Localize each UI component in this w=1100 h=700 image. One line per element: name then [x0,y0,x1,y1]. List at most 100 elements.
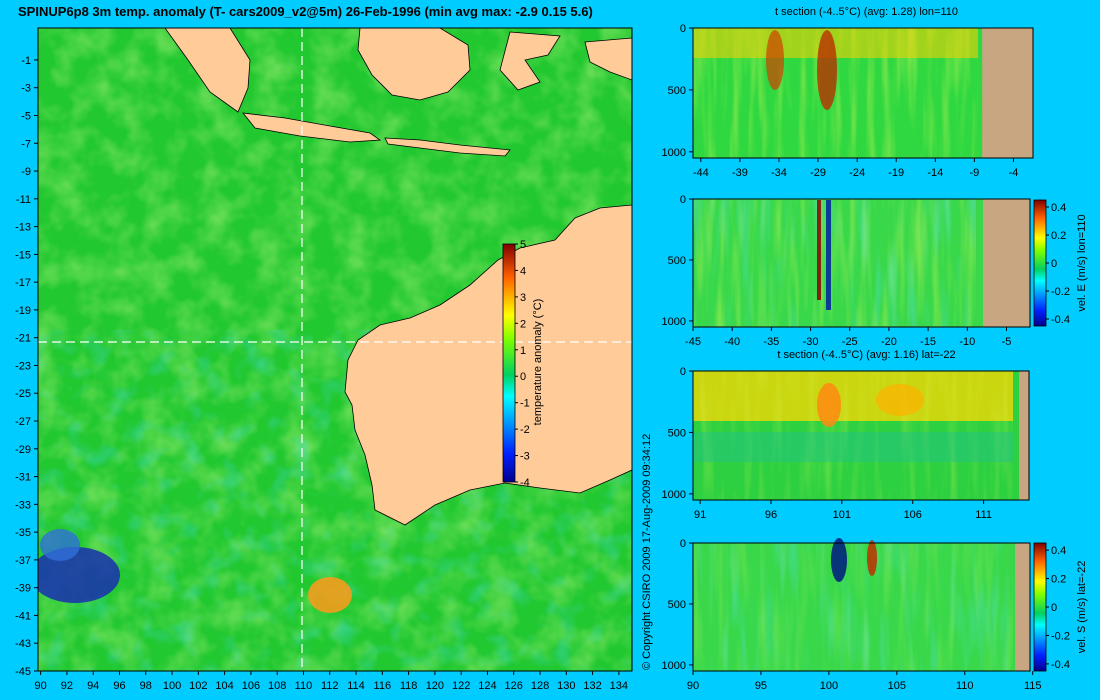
x-tick-label: 100 [163,680,181,692]
y-tick-label: -5 [21,110,31,122]
map-warm-anomaly [308,577,352,613]
y-tick-label: 1000 [662,147,686,159]
map-colorbar-label: temperature anomaly (°C) [532,299,544,426]
map-cold-anomaly-2 [40,529,80,561]
y-tick-label: 0 [680,366,686,378]
section3-frame [692,370,1030,501]
colorbar-tick-label: 0 [1051,602,1057,614]
x-tick-label: -4 [1009,167,1019,179]
section3-warm-core [817,383,841,427]
x-tick-label: 118 [400,680,418,692]
colorbar-tick-label: 3 [520,292,526,304]
colorbar-tick-label: 0.2 [1051,574,1066,586]
x-tick-label: 90 [35,680,47,692]
section2-colorbar-label: vel. E (m/s) lon=110 [1076,214,1088,311]
x-tick-label: -35 [763,336,779,348]
map-colorbar-ticks: 5 4 3 2 1 0 -1 -2 -3 -4 [515,239,530,489]
section4-y-axis: 0 500 1000 [662,538,693,672]
y-tick-label: 500 [668,427,686,439]
y-tick-label: -37 [15,555,31,567]
x-tick-label: 100 [820,680,838,692]
y-tick-label: -13 [15,222,31,234]
y-tick-label: -39 [15,583,31,595]
section4-x-axis: 90 95 100 105 110 115 [687,671,1041,692]
section4-land [1015,543,1030,671]
colorbar-tick-label: -0.4 [1051,659,1070,671]
y-tick-label: -1 [21,55,31,67]
x-tick-label: 95 [755,680,767,692]
land-borneo [357,28,471,101]
section2-x-axis: -45 -40 -35 -30 -25 -20 -15 -10 -5 [685,327,1011,348]
section3-land [1019,371,1029,500]
x-tick-label: -24 [849,167,865,179]
x-tick-label: -40 [724,336,740,348]
section1-warm-core [817,30,837,110]
colorbar-tick-label: -0.2 [1051,286,1070,298]
section4-panel: 90 95 100 105 110 115 0 500 1000 0.4 0.2 0 -0.2 -0.… [662,538,1088,692]
x-tick-label: -15 [920,336,936,348]
x-tick-label: 105 [888,680,906,692]
colorbar-tick-label: 5 [520,239,526,251]
x-tick-label: 98 [140,680,152,692]
x-tick-label: -5 [1002,336,1012,348]
colorbar-tick-label: 1 [520,345,526,357]
x-tick-label: -14 [927,167,943,179]
x-tick-label: -39 [732,167,748,179]
y-tick-label: -43 [15,638,31,650]
x-tick-label: -19 [888,167,904,179]
y-tick-label: 1000 [662,660,686,672]
x-tick-label: -44 [693,167,709,179]
section3-x-axis: 91 96 101 106 111 [694,500,992,521]
section3-warm-core-2 [876,384,924,416]
y-tick-label: 1000 [662,316,686,328]
map-panel: 90 92 94 96 98 100 102 104 106 108 110 112 114 116 118… [15,27,633,692]
x-tick-label: 124 [478,680,496,692]
section4-colorbar [1033,542,1047,672]
colorbar-tick-label: -1 [520,398,530,410]
x-tick-label: 94 [87,680,99,692]
section4-frame [692,542,1031,672]
section2-streaks-2 [693,199,976,327]
y-tick-label: -23 [15,360,31,372]
x-tick-label: 110 [956,680,974,692]
x-tick-label: 110 [295,680,313,692]
land-java [242,112,382,143]
y-tick-label: -15 [15,249,31,261]
map-x-axis: 90 92 94 96 98 100 102 104 106 108 110 112 114 116 118… [35,671,628,692]
x-tick-label: -9 [969,167,979,179]
y-tick-label: 0 [680,23,686,35]
land-sulawesi [499,31,561,91]
land-lesser-sunda [384,137,511,157]
section1-panel: -44 -39 -34 -29 -24 -19 -14 -9 -4 0 500 1000 [662,23,1034,179]
section2-frame [692,198,1031,328]
chart-title: SPINUP6p8 3m temp. anomaly (T- cars2009_… [18,4,593,19]
colorbar-tick-label: 2 [520,318,526,330]
y-tick-label: -33 [15,499,31,511]
y-tick-label: -9 [21,166,31,178]
x-tick-label: 111 [975,509,992,521]
section1-x-axis: -44 -39 -34 -29 -24 -19 -14 -9 -4 [693,158,1018,179]
x-tick-label: 130 [557,680,575,692]
y-tick-label: 500 [668,85,686,97]
section2-colorbar [1033,199,1047,327]
colorbar-tick-label: -3 [520,451,530,463]
x-tick-label: -29 [810,167,826,179]
y-tick-label: -45 [15,666,31,678]
x-tick-label: 114 [347,680,365,692]
colorbar-tick-label: 4 [520,265,526,277]
section3-title: t section (-4..5°C) (avg: 1.16) lat=-22 [777,349,956,361]
y-tick-label: 0 [680,194,686,206]
x-tick-label: 96 [765,509,777,521]
x-tick-label: 91 [694,509,706,521]
y-tick-label: 500 [668,255,686,267]
x-tick-label: 134 [610,680,628,692]
section3-streaks [693,371,1013,500]
section3-y-axis: 0 500 1000 [662,366,693,501]
x-tick-label: 106 [904,509,922,521]
section4-streaks-2 [693,543,1013,671]
x-tick-label: 101 [833,509,851,521]
x-tick-label: -10 [959,336,975,348]
y-tick-label: -27 [15,416,31,428]
section1-land [982,28,1033,158]
